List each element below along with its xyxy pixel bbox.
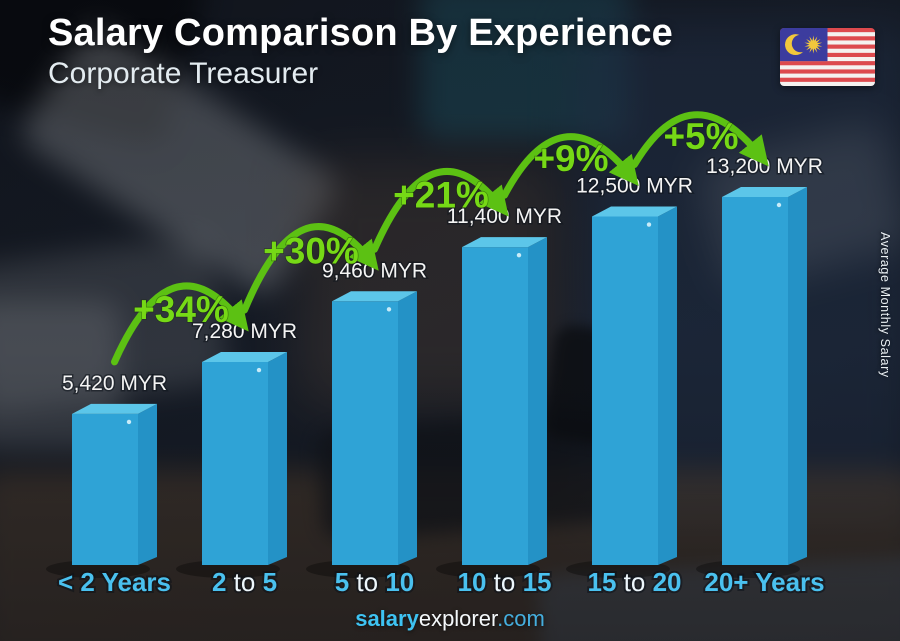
category-word: 5 [335, 567, 357, 597]
flag-stripe [780, 69, 875, 74]
bar-side [138, 403, 157, 565]
brand-bold: salary [355, 606, 419, 631]
bar-top [722, 187, 807, 197]
category-word: 2 [212, 567, 234, 597]
growth-arrow [111, 282, 249, 366]
growth-arrow-group: +30% [241, 223, 379, 314]
site-link[interactable]: salaryexplorer.com [355, 606, 545, 631]
growth-arrow [631, 111, 769, 169]
category-word: 10 [458, 567, 494, 597]
malaysia-flag [780, 28, 875, 86]
bar-category-label: 15 to 20 [588, 567, 682, 597]
bar-highlight-dot [386, 307, 392, 312]
bar-highlight-dot [256, 367, 262, 373]
category-word: to [624, 567, 653, 597]
flag-stripe [780, 65, 875, 70]
bar-front [72, 413, 138, 565]
bar-side [528, 237, 547, 565]
category-word: < [58, 567, 80, 597]
bar-group: 13,200 MYR 20+ Years [696, 154, 827, 599]
bar-category-label: 5 to 10 [335, 567, 415, 597]
growth-arrow [241, 223, 379, 314]
bar-side [788, 187, 807, 565]
bar-top [332, 291, 417, 302]
bar-highlight-dot [646, 222, 652, 227]
bar-highlight-dot [776, 202, 782, 208]
percent-label: +21% [393, 175, 489, 216]
category-word: Years [102, 567, 171, 597]
bar-group: 5,420 MYR < 2 Years [46, 370, 173, 599]
right-axis-label: Average Monthly Salary [878, 232, 892, 378]
category-word: to [234, 567, 263, 597]
bar-group: 7,280 MYR 2 to 5 [176, 319, 299, 599]
category-word: 20+ [704, 567, 755, 597]
bar-value-label: 7,280 MYR [192, 320, 297, 343]
bar-highlight-dot [516, 252, 522, 258]
footer: salaryexplorer.com [0, 606, 900, 632]
bar-group: 12,500 MYR 15 to 20 [566, 173, 694, 599]
growth-arrow-group: +34% [111, 282, 249, 366]
bar-value-label: 5,420 MYR [62, 372, 167, 395]
growth-arrow-group: +21% [371, 167, 509, 253]
bar-front [722, 197, 788, 565]
flag-stripe [780, 77, 875, 83]
bar-front [332, 301, 398, 565]
bar-value-label: 13,200 MYR [706, 155, 823, 178]
growth-arrow-group: +5% [631, 111, 769, 169]
flag-crescent-cut [791, 34, 810, 53]
percent-label: +9% [533, 138, 608, 179]
growth-arrow [371, 167, 509, 253]
bar-side [658, 206, 677, 566]
bar-category-label: < 2 Years [58, 567, 171, 597]
category-word: 2 [80, 567, 101, 597]
growth-arrow [501, 133, 639, 199]
growth-arrow-group: +9% [501, 133, 639, 199]
category-word: to [356, 567, 385, 597]
malaysia-flag-svg [780, 28, 875, 86]
category-word: 15 [523, 567, 552, 597]
category-word: 20 [653, 567, 682, 597]
category-word: 10 [385, 567, 414, 597]
flag-stripe [780, 81, 875, 86]
bar-top [592, 206, 677, 217]
flag-stripe [780, 61, 875, 66]
brand-light: explorer [418, 606, 498, 631]
bar-front [592, 216, 658, 566]
percent-label: +5% [663, 116, 738, 157]
brand-domain: .com [497, 606, 545, 631]
bar-side [268, 352, 287, 565]
bar-value-label: 12,500 MYR [576, 175, 693, 198]
bar-front [202, 362, 268, 565]
percent-label: +30% [263, 230, 359, 271]
bar-top [202, 352, 287, 363]
header: Salary Comparison By Experience Corporat… [48, 10, 673, 92]
page-title: Salary Comparison By Experience [48, 12, 674, 54]
flag-stripe [780, 73, 875, 78]
bar-category-label: 2 to 5 [212, 567, 277, 597]
bar-top [72, 403, 157, 414]
bar-side [398, 291, 417, 565]
category-word: 15 [588, 567, 624, 597]
bar-top [462, 237, 547, 248]
category-word: Years [755, 567, 824, 597]
page-subtitle: Corporate Treasurer [48, 57, 319, 90]
category-word: 5 [263, 567, 277, 597]
percent-label: +34% [133, 289, 229, 330]
bar-highlight-dot [126, 419, 132, 425]
bar-front [462, 247, 528, 565]
bar-category-label: 10 to 15 [458, 567, 552, 597]
bar-category-label: 20+ Years [704, 567, 824, 597]
category-word: to [494, 567, 523, 597]
flag-star [804, 35, 823, 54]
